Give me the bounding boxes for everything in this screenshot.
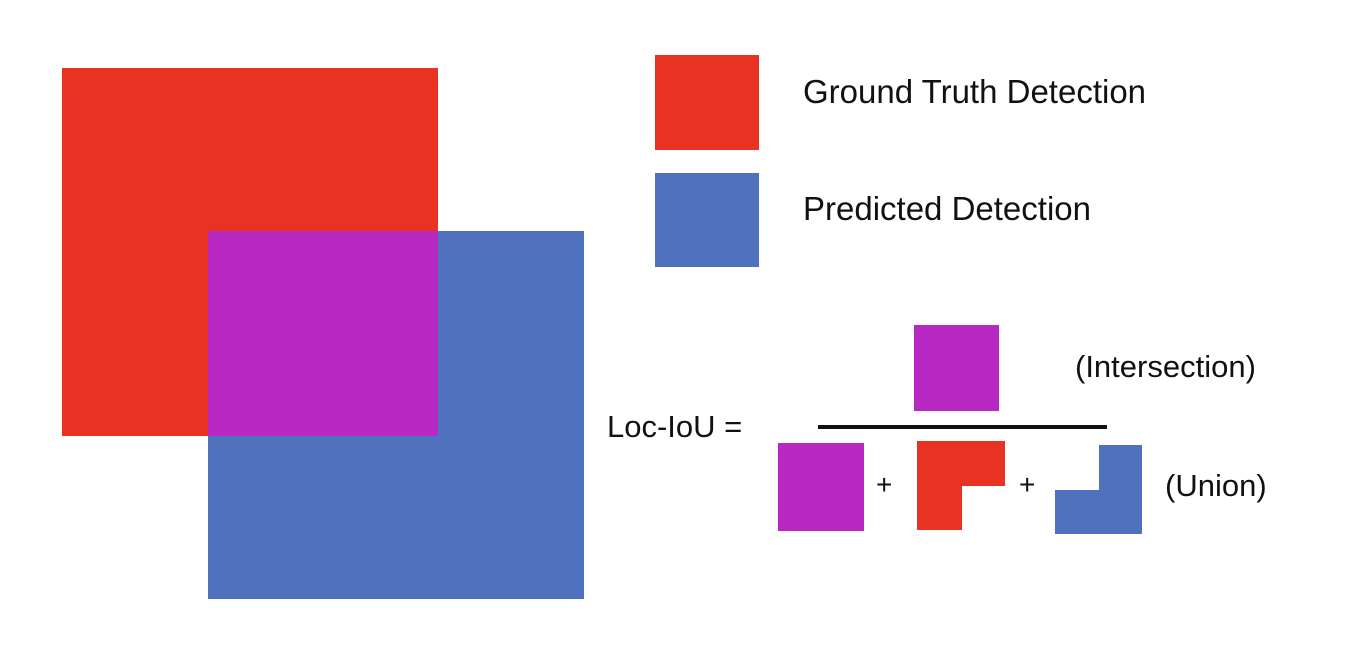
ground-truth-only-swatch bbox=[917, 441, 1005, 530]
numerator-intersection-note: (Intersection) bbox=[1075, 349, 1256, 384]
legend-predicted-swatch bbox=[655, 173, 759, 267]
legend-ground-truth-swatch bbox=[655, 55, 759, 150]
intersection-region bbox=[208, 231, 438, 436]
plus-sign-1: + bbox=[876, 469, 892, 500]
plus-sign-2: + bbox=[1019, 469, 1035, 500]
legend-predicted-label: Predicted Detection bbox=[803, 190, 1091, 227]
legend: Ground Truth Detection Predicted Detecti… bbox=[655, 55, 1146, 267]
legend-ground-truth-label: Ground Truth Detection bbox=[803, 73, 1146, 110]
formula-lhs: Loc-IoU = bbox=[607, 409, 742, 444]
loc-iou-formula: Loc-IoU = (Intersection) + + (Union) bbox=[607, 325, 1267, 534]
denominator-union-note: (Union) bbox=[1165, 468, 1267, 503]
numerator-intersection-swatch bbox=[914, 325, 999, 411]
predicted-only-swatch bbox=[1055, 445, 1142, 534]
overlap-illustration bbox=[62, 68, 584, 599]
denominator-intersection-swatch bbox=[778, 443, 864, 531]
